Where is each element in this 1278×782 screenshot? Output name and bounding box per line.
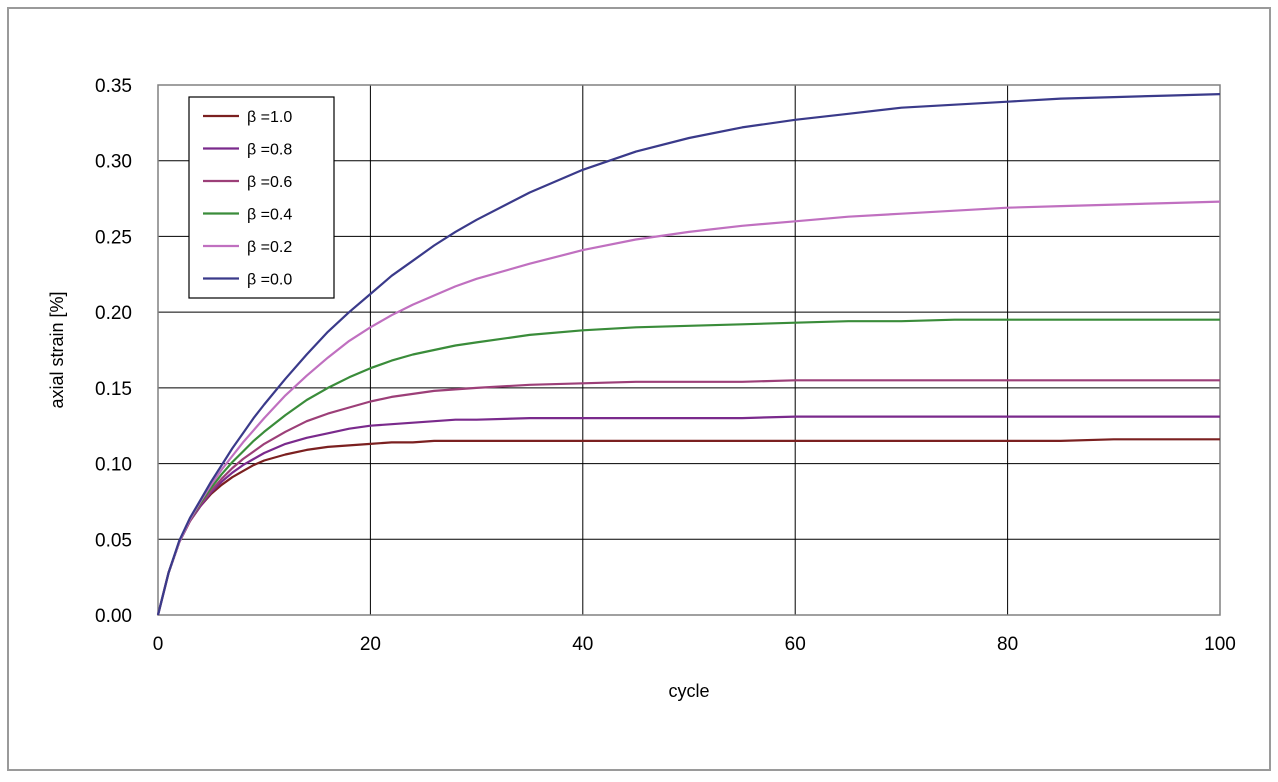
chart-canvas: 0.00 0.05 0.10 0.15 0.20 0.25 0.30 0.35 0 20 40 60 8… bbox=[47, 76, 1236, 701]
x-axis-title: cycle bbox=[668, 681, 709, 701]
x-tick-label: 20 bbox=[360, 634, 381, 655]
legend: β =1.0 β =0.8 β =0.6 β =0.4 β =0.2 β =0.0 bbox=[188, 96, 335, 299]
series-line-3 bbox=[156, 318, 1220, 616]
y-axis-title: axial strain [%] bbox=[47, 291, 67, 408]
series-line-4 bbox=[156, 200, 1221, 616]
legend-label: β =0.6 bbox=[247, 174, 292, 191]
legend-label: β =0.8 bbox=[247, 142, 292, 159]
x-tick-label: 100 bbox=[1204, 634, 1236, 655]
x-tick-label: 40 bbox=[572, 634, 593, 655]
y-tick-label: 0.10 bbox=[95, 455, 132, 476]
series-line-1 bbox=[156, 415, 1220, 616]
series-lines bbox=[156, 93, 1221, 616]
plot-area bbox=[157, 84, 1221, 616]
legend-label: β =0.4 bbox=[247, 207, 292, 224]
legend-label: β =0.2 bbox=[247, 239, 292, 256]
series-line-0 bbox=[156, 438, 1220, 616]
x-tick-label: 80 bbox=[997, 634, 1018, 655]
legend-label: β =1.0 bbox=[247, 109, 292, 126]
axes: 0.00 0.05 0.10 0.15 0.20 0.25 0.30 0.35 0 20 40 60 8… bbox=[95, 76, 1236, 655]
y-tick-label: 0.15 bbox=[95, 379, 132, 400]
y-tick-label: 0.05 bbox=[95, 530, 132, 551]
y-tick-label: 0.20 bbox=[95, 303, 132, 324]
chart-frame: 0.00 0.05 0.10 0.15 0.20 0.25 0.30 0.35 0 20 40 60 8… bbox=[7, 7, 1271, 771]
x-tick-label: 0 bbox=[153, 634, 164, 655]
legend-label: β =0.0 bbox=[247, 272, 292, 289]
y-tick-label: 0.00 bbox=[95, 606, 132, 627]
y-tick-label: 0.30 bbox=[95, 152, 132, 173]
y-tick-label: 0.25 bbox=[95, 227, 132, 248]
legend-box bbox=[188, 96, 335, 299]
series-line-5 bbox=[156, 93, 1221, 616]
y-tick-label: 0.35 bbox=[95, 76, 132, 97]
x-tick-label: 60 bbox=[785, 634, 806, 655]
series-line-2 bbox=[156, 379, 1220, 616]
